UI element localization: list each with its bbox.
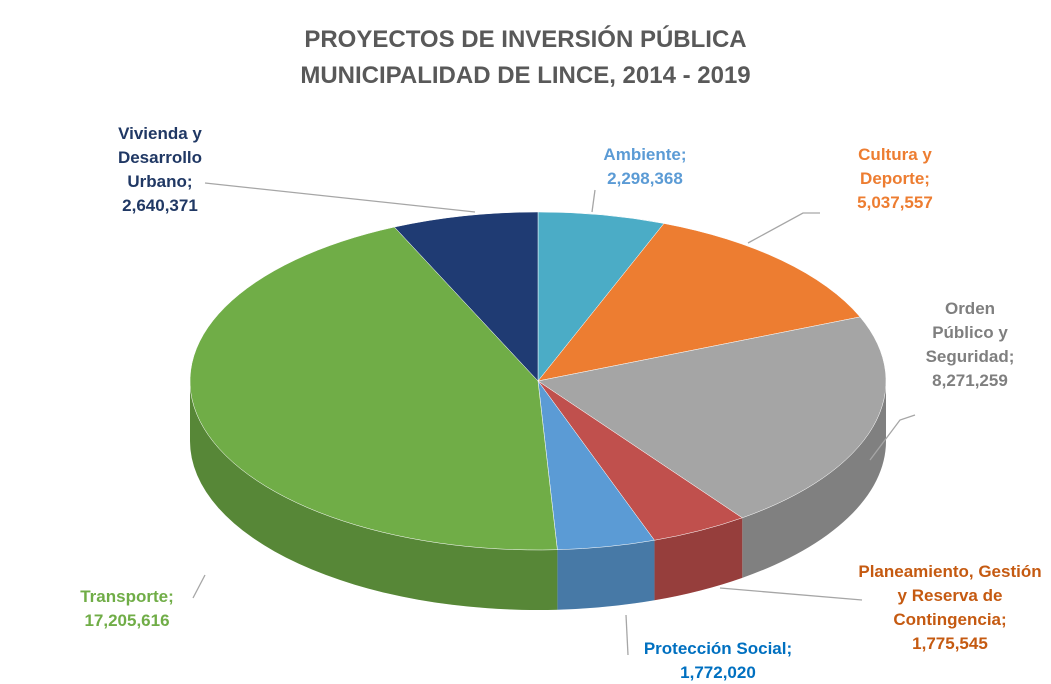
leader-line xyxy=(192,574,206,599)
title-line: PROYECTOS DE INVERSIÓN PÚBLICA xyxy=(304,26,747,53)
label-category: Orden Público y Seguridad xyxy=(925,299,1009,366)
data-label: Cultura y Deporte; 5,037,557 xyxy=(830,143,960,215)
label-category: Ambiente xyxy=(603,145,681,164)
label-category: Vivienda y Desarrollo Urbano xyxy=(117,124,203,191)
label-separator: ; xyxy=(786,639,793,658)
chart-title: PROYECTOS DE INVERSIÓN PÚBLICA MUNICIPAL… xyxy=(0,22,1051,94)
label-value: 5,037,557 xyxy=(857,193,933,212)
label-category: Planeamiento, Gestión y Reserva de Conti… xyxy=(858,562,1042,629)
label-category: Protección Social xyxy=(643,639,787,658)
label-separator: ; xyxy=(924,169,930,188)
label-separator: ; xyxy=(1001,610,1007,629)
label-value: 2,298,368 xyxy=(607,169,683,188)
label-value: 2,640,371 xyxy=(122,196,198,215)
label-value: 8,271,259 xyxy=(932,371,1008,390)
leader-line xyxy=(591,189,596,213)
data-label: Ambiente; 2,298,368 xyxy=(570,143,720,191)
label-value: 1,772,020 xyxy=(680,663,756,682)
data-label: Planeamiento, Gestión y Reserva de Conti… xyxy=(855,560,1045,656)
leader-line xyxy=(719,587,863,601)
label-separator: ; xyxy=(186,172,193,191)
data-label: Orden Público y Seguridad; 8,271,259 xyxy=(915,297,1025,393)
slice-side xyxy=(189,381,558,610)
slice-side xyxy=(742,381,886,578)
label-separator: ; xyxy=(680,145,687,164)
side-shade xyxy=(742,381,886,578)
leader-line xyxy=(747,212,820,244)
label-value: 1,775,545 xyxy=(912,634,988,653)
side-shade xyxy=(557,540,655,610)
slice xyxy=(537,316,887,519)
slice-side xyxy=(654,517,743,601)
leader-line xyxy=(869,414,916,461)
label-category: Transporte xyxy=(80,587,169,606)
slice xyxy=(189,226,558,551)
label-separator: ; xyxy=(168,587,174,606)
label-value: 17,205,616 xyxy=(84,611,170,630)
leader-line xyxy=(625,614,629,656)
label-category: Cultura y Deporte xyxy=(858,145,932,188)
leader-line xyxy=(204,182,476,213)
side-shade xyxy=(189,381,558,610)
data-label: Vivienda y Desarrollo Urbano; 2,640,371 xyxy=(95,122,225,218)
slice xyxy=(537,211,665,382)
slice xyxy=(393,211,539,382)
data-label: Protección Social; 1,772,020 xyxy=(608,637,828,684)
label-separator: ; xyxy=(1008,347,1015,366)
slice xyxy=(537,223,861,382)
data-label: Transporte; 17,205,616 xyxy=(47,585,207,633)
title-line: MUNICIPALIDAD DE LINCE, 2014 - 2019 xyxy=(300,62,751,89)
side-shade xyxy=(654,517,743,601)
slice-side xyxy=(557,540,655,610)
